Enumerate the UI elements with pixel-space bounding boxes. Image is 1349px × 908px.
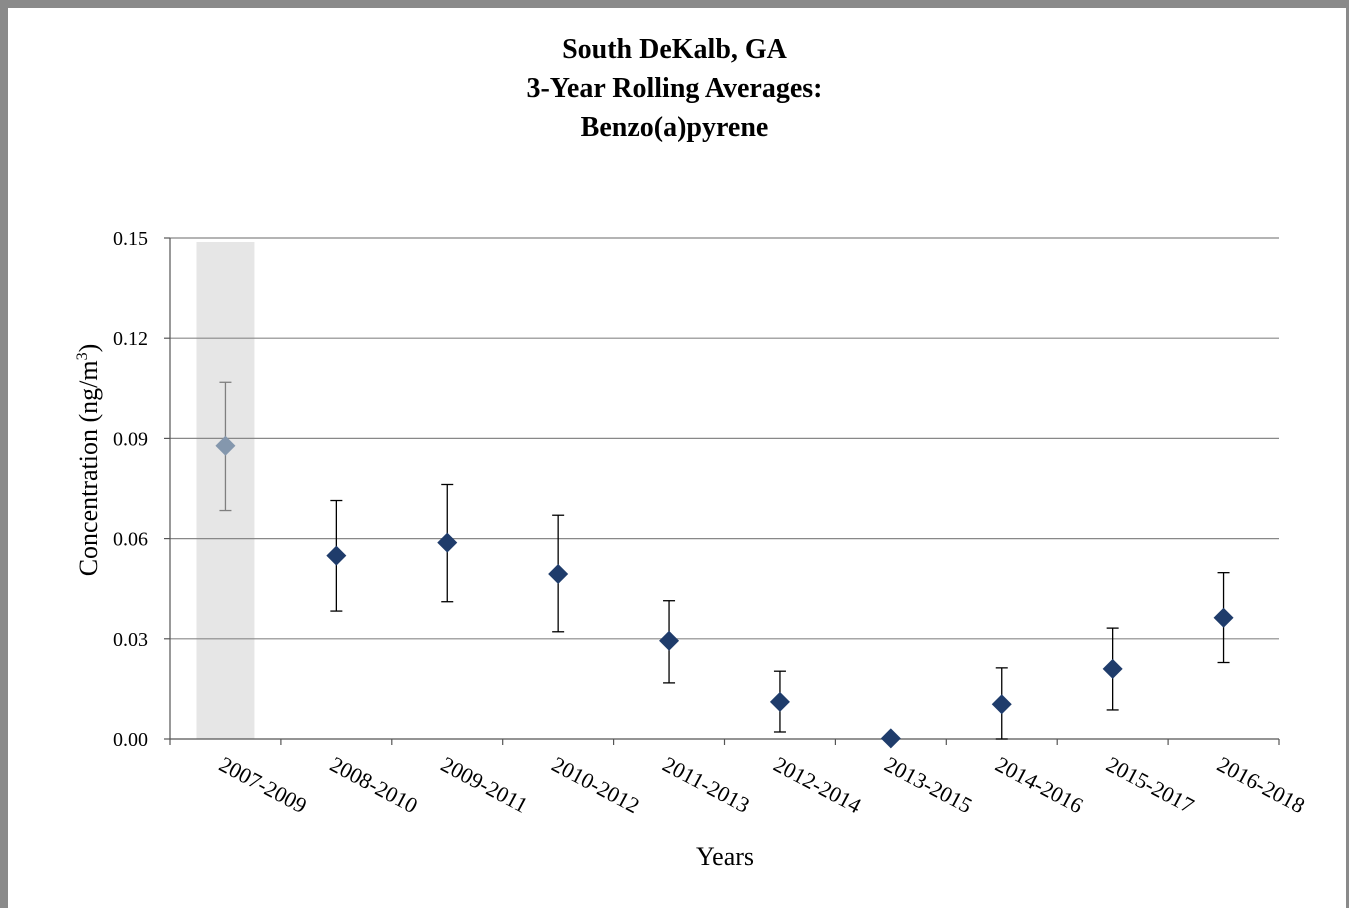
y-axis-title-end: ) — [74, 344, 103, 353]
data-point-diamond — [769, 691, 790, 712]
data-point-diamond — [1213, 607, 1234, 628]
data-point-diamond — [991, 694, 1012, 715]
axes-group — [164, 237, 1280, 745]
chart-title: South DeKalb, GA 3-Year Rolling Averages… — [0, 30, 1349, 147]
x-tick-label: 2016-2018 — [1213, 751, 1309, 818]
x-tick-label: 2014-2016 — [991, 751, 1087, 818]
data-point-diamond — [548, 564, 569, 585]
chart-title-line-2: 3-Year Rolling Averages: — [526, 73, 823, 104]
x-tick-label: 2009-2011 — [437, 751, 532, 817]
x-tick-label: 2011-2013 — [659, 751, 754, 817]
gridlines-group — [170, 237, 1279, 640]
y-axis-title-superscript: 3 — [74, 352, 91, 360]
x-tick-label: 2008-2010 — [326, 751, 422, 818]
data-point-diamond — [659, 630, 680, 651]
chart-title-line-1: South DeKalb, GA — [562, 34, 787, 65]
y-tick-label: 0.12 — [113, 328, 148, 350]
chart-title-line-3: Benzo(a)pyrene — [580, 112, 769, 143]
data-points-group — [215, 435, 1234, 749]
y-tick-label: 0.00 — [113, 729, 148, 751]
tick-labels-group: 0.00 0.03 0.06 0.09 0.12 0.15 2007-2009 2008-20… — [113, 228, 1309, 818]
y-tick-label: 0.09 — [113, 428, 148, 450]
x-tick-label: 2012-2014 — [770, 751, 866, 818]
data-point-diamond — [1102, 658, 1123, 679]
data-point-diamond — [215, 435, 236, 456]
y-axis-title-main: Concentration (ng/m — [74, 360, 103, 576]
x-tick-label: 2013-2015 — [881, 751, 977, 818]
y-tick-label: 0.15 — [113, 228, 148, 250]
x-axis-title: Years — [696, 842, 754, 871]
x-tick-label: 2015-2017 — [1102, 751, 1198, 818]
x-tick-label: 2007-2009 — [215, 751, 311, 818]
data-point-diamond — [437, 532, 458, 553]
y-axis-title: Concentration (ng/m3) — [74, 344, 103, 577]
data-point-diamond — [326, 545, 347, 566]
y-tick-label: 0.06 — [113, 529, 148, 551]
x-tick-label: 2010-2012 — [548, 751, 644, 818]
y-tick-label: 0.03 — [113, 629, 148, 651]
error-bars-group — [219, 381, 1230, 740]
data-point-diamond — [880, 728, 901, 749]
